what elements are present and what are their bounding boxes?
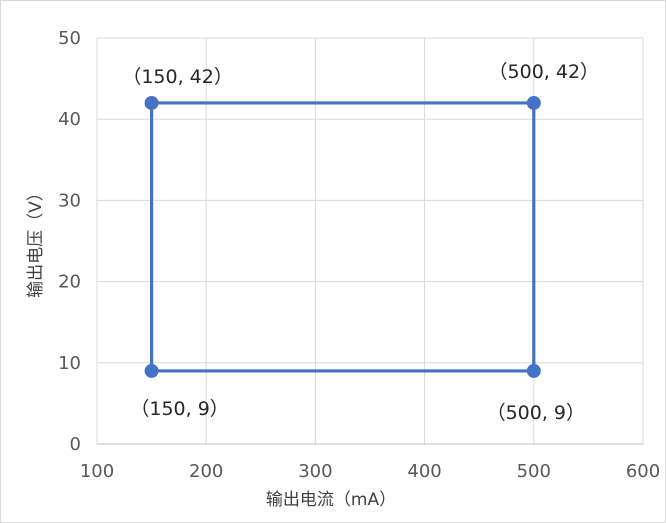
y-tick-labels: 0 10 20 30 40 50 (58, 28, 81, 455)
x-axis-title: 输出电流（mA） (266, 490, 396, 510)
data-label-150-9: （150, 9） (130, 398, 228, 420)
series-group (144, 95, 541, 378)
data-point-150-42 (144, 95, 159, 110)
y-tick-label: 20 (58, 272, 81, 293)
y-axis-title: 输出电压（V） (26, 184, 46, 298)
y-tick-label: 30 (58, 190, 81, 211)
x-tick-label: 500 (517, 461, 551, 482)
gridlines (96, 37, 644, 445)
y-tick-label: 10 (58, 353, 81, 374)
series-line-0 (150, 101, 536, 373)
x-tick-label: 400 (407, 461, 441, 482)
data-point-500-42 (526, 95, 541, 110)
x-tick-labels: 100 200 300 400 500 600 (80, 461, 660, 482)
data-point-500-9 (526, 363, 541, 378)
point-labels: （150, 42） （500, 42） （500, 9） （150, 9） (122, 61, 599, 424)
data-label-150-42: （150, 42） (122, 66, 233, 88)
y-tick-label: 0 (70, 434, 81, 455)
x-tick-label: 100 (80, 461, 114, 482)
y-tick-label: 40 (58, 109, 81, 130)
x-tick-label: 600 (626, 461, 660, 482)
data-point-150-9 (144, 363, 159, 378)
data-label-500-9: （500, 9） (487, 402, 585, 424)
data-label-500-42: （500, 42） (489, 61, 600, 83)
y-tick-label: 50 (58, 28, 81, 49)
x-tick-label: 200 (189, 461, 223, 482)
x-tick-label: 300 (298, 461, 332, 482)
